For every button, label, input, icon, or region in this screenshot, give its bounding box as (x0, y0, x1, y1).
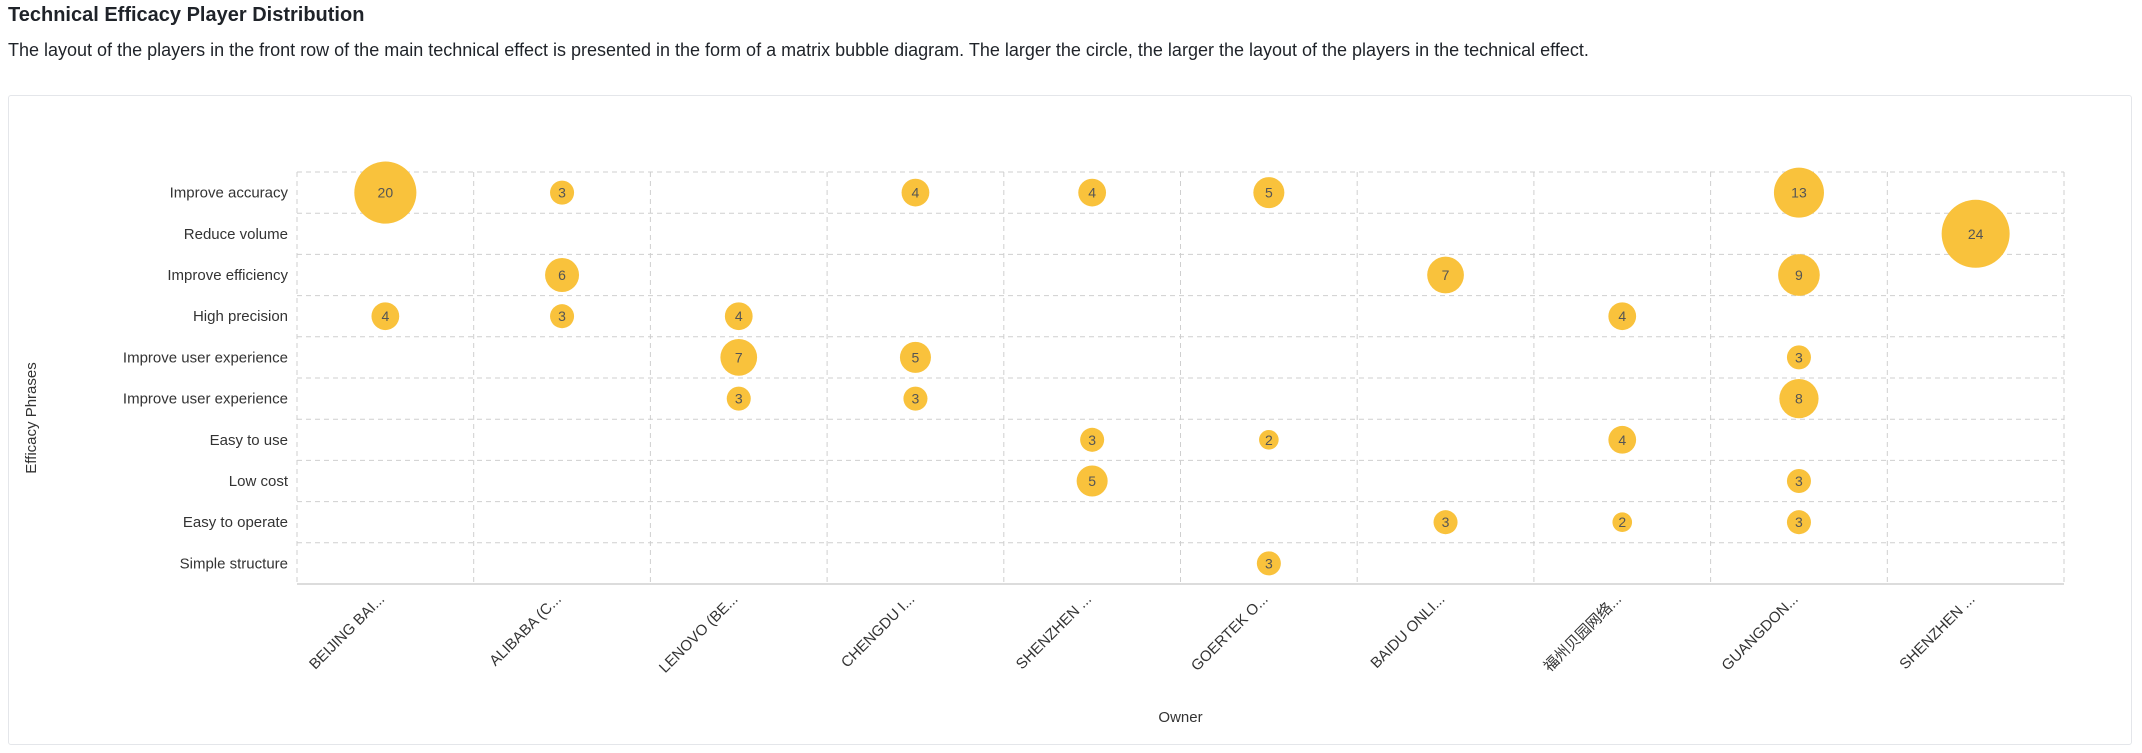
bubble-value-label: 3 (1265, 555, 1273, 571)
bubble-value-label: 6 (558, 267, 566, 283)
bubble-value-label: 4 (912, 185, 920, 201)
bubble-value-label: 3 (558, 308, 566, 324)
bubble-point[interactable]: 4 (1608, 426, 1636, 454)
page-title: Technical Efficacy Player Distribution (8, 4, 364, 27)
bubble-point[interactable]: 4 (1608, 302, 1636, 330)
x-tick-label: CHENGDU I... (838, 591, 918, 671)
bubble-value-label: 3 (912, 391, 920, 407)
x-tick-label: BAIDU ONLI... (1367, 591, 1448, 672)
x-tick-label: GOERTEK O... (1188, 591, 1272, 675)
y-tick-label: Reduce volume (184, 226, 288, 243)
bubbles: 20344513246794344753338324533233 (354, 162, 2009, 576)
x-tick-label: LENOVO (BE... (656, 591, 742, 677)
x-tick-label: SHENZHEN ... (1896, 591, 1978, 673)
page-description: The layout of the players in the front r… (8, 40, 1589, 61)
bubble-point[interactable]: 2 (1612, 512, 1632, 532)
bubble-point[interactable]: 3 (550, 304, 574, 328)
bubble-value-label: 3 (1442, 514, 1450, 530)
x-tick-label: GUANGDON... (1718, 591, 1801, 674)
bubble-value-label: 3 (1088, 432, 1096, 448)
bubble-value-label: 3 (1795, 349, 1803, 365)
bubble-point[interactable]: 5 (900, 342, 931, 373)
bubble-point[interactable]: 3 (1434, 510, 1458, 534)
chart-card: Improve accuracy Reduce volume Improve eff… (8, 95, 2132, 745)
y-tick-label: Easy to operate (183, 514, 288, 531)
bubble-value-label: 20 (378, 185, 394, 201)
bubble-point[interactable]: 8 (1779, 379, 1818, 418)
x-tick-label: 福州贝园网络... (1541, 591, 1626, 676)
bubble-value-label: 3 (558, 185, 566, 201)
bubble-value-label: 3 (735, 391, 743, 407)
x-tick-label: SHENZHEN ... (1013, 591, 1095, 673)
bubble-value-label: 2 (1618, 514, 1626, 530)
bubble-value-label: 2 (1265, 432, 1273, 448)
bubble-point[interactable]: 4 (902, 179, 930, 207)
bubble-point[interactable]: 3 (1787, 345, 1811, 369)
bubble-value-label: 9 (1795, 267, 1803, 283)
y-tick-label: Improve user experience (123, 391, 288, 408)
bubble-point[interactable]: 2 (1259, 430, 1279, 450)
bubble-point[interactable]: 6 (545, 258, 579, 292)
bubble-value-label: 3 (1795, 514, 1803, 530)
y-axis-ticks: Improve accuracy Reduce volume Improve eff… (123, 185, 289, 573)
bubble-point[interactable]: 9 (1778, 254, 1820, 296)
bubble-point[interactable]: 4 (1078, 179, 1106, 207)
bubble-value-label: 5 (1265, 185, 1273, 201)
y-tick-label: High precision (193, 308, 288, 325)
bubble-value-label: 7 (1442, 267, 1450, 283)
bubble-value-label: 4 (1618, 432, 1626, 448)
bubble-value-label: 4 (1088, 185, 1096, 201)
bubble-value-label: 8 (1795, 391, 1803, 407)
y-tick-label: Low cost (229, 473, 289, 490)
x-axis-ticks: BEIJING BAI... ALIBABA (C... LENOVO (BE...… (306, 591, 1978, 677)
y-tick-label: Improve user experience (123, 349, 288, 366)
bubble-point[interactable]: 24 (1942, 200, 2010, 268)
y-tick-label: Improve accuracy (170, 185, 289, 202)
bubble-point[interactable]: 3 (903, 387, 927, 411)
bubble-matrix-chart[interactable]: Improve accuracy Reduce volume Improve eff… (9, 96, 2133, 746)
bubble-value-label: 24 (1968, 226, 1984, 242)
x-tick-label: ALIBABA (C... (486, 591, 565, 670)
bubble-value-label: 5 (912, 349, 920, 365)
bubble-point[interactable]: 7 (1427, 257, 1464, 294)
bubble-value-label: 5 (1088, 473, 1096, 489)
x-axis-title: Owner (1158, 709, 1202, 726)
y-axis-title: Efficacy Phrases (23, 362, 40, 473)
bubble-point[interactable]: 3 (1787, 469, 1811, 493)
bubble-value-label: 4 (1618, 308, 1626, 324)
bubble-point[interactable]: 7 (720, 339, 757, 376)
bubble-point[interactable]: 3 (727, 387, 751, 411)
bubble-point[interactable]: 3 (1257, 551, 1281, 575)
bubble-value-label: 13 (1791, 185, 1807, 201)
bubble-value-label: 4 (735, 308, 743, 324)
y-tick-label: Easy to use (210, 432, 288, 449)
bubble-value-label: 3 (1795, 473, 1803, 489)
bubble-point[interactable]: 3 (550, 181, 574, 205)
bubble-point[interactable]: 20 (354, 162, 416, 224)
bubble-point[interactable]: 4 (725, 302, 753, 330)
bubble-point[interactable]: 5 (1077, 465, 1108, 496)
bubble-point[interactable]: 3 (1787, 510, 1811, 534)
bubble-point[interactable]: 5 (1253, 177, 1284, 208)
bubble-point[interactable]: 3 (1080, 428, 1104, 452)
bubble-point[interactable]: 13 (1774, 168, 1824, 218)
y-tick-label: Improve efficiency (167, 267, 288, 284)
y-tick-label: Simple structure (180, 555, 288, 572)
bubble-value-label: 4 (381, 308, 389, 324)
bubble-value-label: 7 (735, 349, 743, 365)
x-tick-label: BEIJING BAI... (306, 591, 388, 673)
bubble-point[interactable]: 4 (371, 302, 399, 330)
